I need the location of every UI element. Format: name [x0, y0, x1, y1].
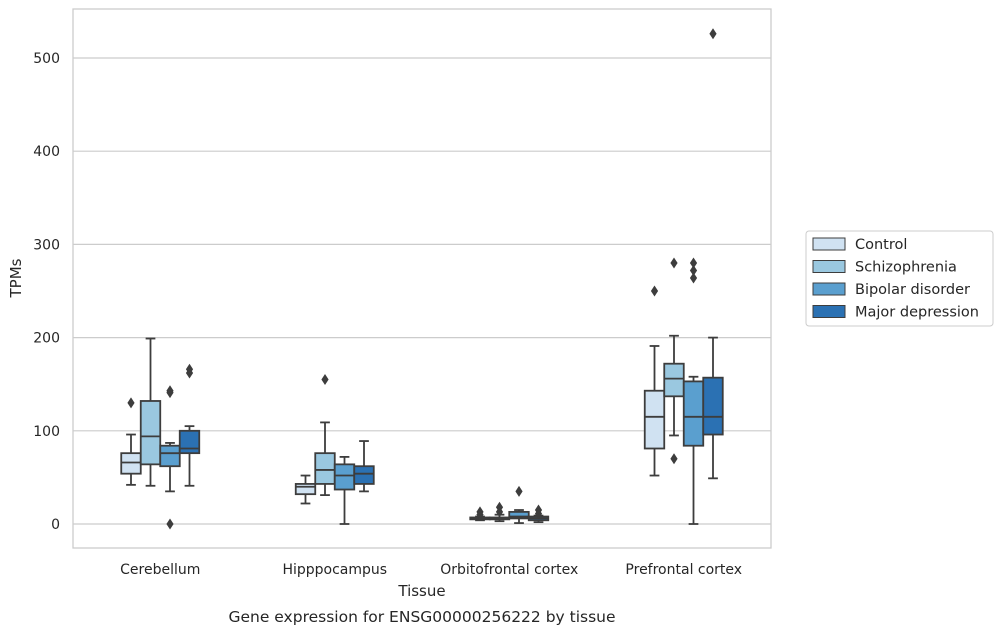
box [159, 444, 181, 468]
x-tick-label: Cerebellum [120, 562, 200, 578]
boxplot [702, 28, 724, 480]
outlier-point [476, 509, 484, 521]
box [314, 452, 336, 485]
box [682, 380, 705, 447]
outlier-point [321, 374, 329, 386]
x-tick-label: Prefrontal cortex [625, 562, 742, 578]
legend-swatch [812, 282, 846, 296]
boxplot [120, 397, 142, 486]
box [702, 376, 724, 436]
box [663, 362, 685, 398]
x-axis-title: Tissue [397, 582, 445, 600]
legend-label: Major depression [855, 305, 979, 321]
outlier-point [650, 285, 659, 297]
outlier-point [689, 272, 698, 284]
y-tick-label: 0 [51, 517, 60, 533]
outlier-point [670, 453, 678, 465]
boxplot [294, 474, 317, 505]
legend-label: Bipolar disorder [855, 282, 970, 298]
boxplot [488, 501, 511, 523]
outlier-point [127, 397, 135, 409]
x-ticks: Cerebellum Hipppocampus Orbitofrontal cort… [120, 562, 742, 578]
outlier-point [534, 508, 543, 520]
legend-swatch [812, 260, 846, 273]
boxplot [508, 485, 530, 524]
box [120, 452, 142, 475]
legend: Control Schizophrenia Bipolar disorder Majo… [805, 230, 994, 327]
boxplots [120, 28, 724, 530]
x-tick-label: Orbitofrontal cortex [440, 562, 578, 578]
outlier-point [166, 518, 174, 530]
boxplot [469, 506, 491, 522]
y-tick-label: 100 [33, 424, 60, 440]
outlier-point [709, 28, 717, 40]
y-tick-label: 500 [33, 51, 60, 67]
y-tick-label: 300 [33, 237, 60, 253]
legend-swatch [812, 305, 846, 318]
box [333, 463, 356, 491]
outlier-point [689, 257, 698, 269]
outlier-point [495, 506, 504, 518]
legend-label: Schizophrenia [855, 260, 957, 276]
boxplot [353, 440, 375, 493]
boxplot [527, 504, 550, 524]
boxplot [333, 455, 356, 525]
y-axis-title: TPMs [7, 258, 25, 298]
y-tick-label: 400 [33, 144, 60, 160]
legend-frame [805, 230, 994, 327]
boxplot [139, 337, 162, 487]
legend-swatch [812, 237, 846, 251]
box [353, 465, 375, 485]
figure-caption: Gene expression for ENSG00000256222 by t… [228, 608, 615, 626]
box [294, 483, 317, 496]
outlier-point [166, 387, 174, 399]
box [643, 389, 666, 450]
box [508, 510, 530, 520]
outlier-point [515, 485, 523, 497]
outlier-point [670, 257, 678, 269]
boxplot [159, 385, 181, 530]
box [139, 400, 162, 466]
legend-label: Control [855, 237, 907, 253]
plot-frame [72, 8, 772, 549]
x-tick-label: Hipppocampus [282, 562, 387, 578]
outlier-point [185, 367, 194, 379]
boxplot [663, 257, 685, 465]
boxplot [178, 363, 201, 487]
boxplot [643, 285, 666, 477]
y-ticks: 0 100 200 300 400 500 [33, 51, 60, 533]
outlier-point [689, 264, 698, 276]
boxplot [682, 257, 705, 525]
box [178, 429, 201, 455]
boxplot [314, 374, 336, 497]
y-tick-label: 200 [33, 331, 60, 347]
